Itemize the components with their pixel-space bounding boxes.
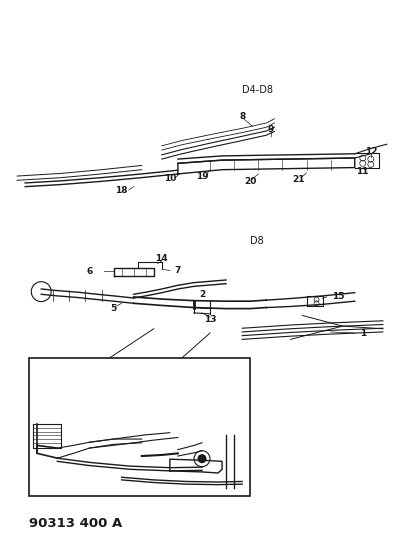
Text: 21: 21 [292,175,305,184]
Text: 3: 3 [173,484,179,494]
Text: 5: 5 [110,304,117,313]
Circle shape [198,455,206,463]
Text: 10: 10 [164,174,176,183]
Bar [29,358,250,496]
Text: 14: 14 [156,254,168,263]
Text: D4-D8: D4-D8 [242,85,273,95]
Text: 11: 11 [356,167,369,176]
Text: 22: 22 [182,441,194,450]
Text: 20: 20 [244,177,257,186]
Text: 19: 19 [196,172,208,181]
Text: 17: 17 [61,475,74,484]
Text: 8: 8 [239,112,245,121]
Text: 12: 12 [364,147,377,156]
Text: 7: 7 [175,266,181,275]
Text: 16: 16 [109,479,122,488]
Text: 15: 15 [332,293,345,302]
Text: 1: 1 [217,441,223,450]
Text: 13: 13 [204,314,216,324]
Text: 4: 4 [112,459,119,469]
Text: 18: 18 [116,187,128,196]
Text: 6: 6 [86,267,93,276]
Text: 1: 1 [360,328,366,337]
Text: 6: 6 [34,404,40,413]
Text: D6: D6 [128,363,140,372]
Text: 90313 400 A: 90313 400 A [29,517,122,530]
Text: 9: 9 [267,125,274,134]
Text: 2: 2 [199,290,205,300]
Text: D8: D8 [250,236,264,246]
